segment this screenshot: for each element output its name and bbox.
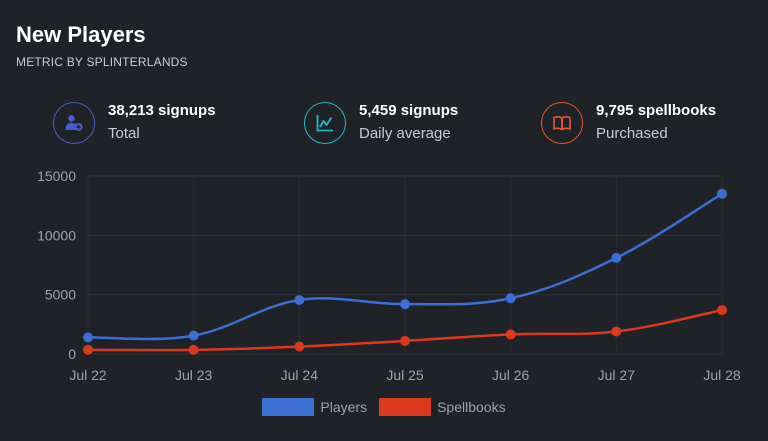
data-point-players	[717, 188, 727, 199]
y-tick-label: 15000	[37, 168, 76, 184]
data-point-players	[83, 332, 93, 343]
x-tick-label: Jul 23	[175, 367, 213, 383]
x-tick-label: Jul 27	[598, 367, 636, 383]
stat-label: Purchased	[596, 125, 668, 142]
data-point-spellbooks	[717, 305, 727, 316]
add-user-icon	[53, 102, 95, 144]
data-point-players	[294, 295, 305, 306]
x-tick-label: Jul 26	[492, 367, 530, 383]
page-title: New Players	[16, 22, 146, 47]
stat-label: Daily average	[359, 125, 451, 142]
stat-spellbooks-purchased: 9,795 spellbooks Purchased	[541, 97, 716, 149]
data-point-players	[611, 252, 622, 263]
legend-swatch-spellbooks	[379, 398, 432, 416]
legend-label: Players	[320, 399, 368, 415]
stat-value: 9,795 spellbooks	[596, 102, 717, 119]
stat-total-signups: 38,213 signups Total	[53, 97, 216, 149]
data-point-players	[188, 330, 199, 341]
y-tick-label: 5000	[45, 287, 76, 303]
book-icon	[541, 102, 583, 144]
x-tick-label: Jul 25	[386, 367, 424, 383]
stat-daily-average: 5,459 signups Daily average	[304, 97, 458, 149]
data-point-spellbooks	[400, 335, 410, 346]
data-point-spellbooks	[611, 326, 622, 337]
line-chart-icon	[304, 102, 346, 144]
chart-legend: Players Spellbooks	[0, 398, 768, 416]
legend-swatch-players	[262, 398, 315, 416]
x-tick-label: Jul 24	[281, 367, 319, 383]
legend-item-spellbooks[interactable]: Spellbooks	[379, 398, 506, 416]
data-point-spellbooks	[505, 329, 516, 340]
page-subtitle: METRIC BY SPLINTERLANDS	[16, 55, 188, 69]
y-tick-label: 10000	[37, 227, 76, 243]
legend-item-players[interactable]: Players	[262, 398, 367, 416]
stat-label: Total	[108, 125, 140, 142]
stat-value: 5,459 signups	[359, 102, 459, 119]
line-chart: 15000 10000 5000 0 Jul 22 Jul 23 Jul 24 Jul 25 J…	[37, 168, 741, 383]
data-point-spellbooks	[294, 341, 305, 352]
legend-label: Spellbooks	[437, 399, 506, 415]
data-point-players	[400, 299, 410, 310]
x-tick-label: Jul 28	[703, 367, 741, 383]
x-tick-label: Jul 22	[69, 367, 107, 383]
y-tick-label: 0	[68, 346, 76, 362]
data-point-spellbooks	[83, 344, 93, 355]
stat-value: 38,213 signups	[108, 102, 216, 119]
data-point-players	[505, 293, 516, 304]
data-point-spellbooks	[188, 344, 199, 355]
